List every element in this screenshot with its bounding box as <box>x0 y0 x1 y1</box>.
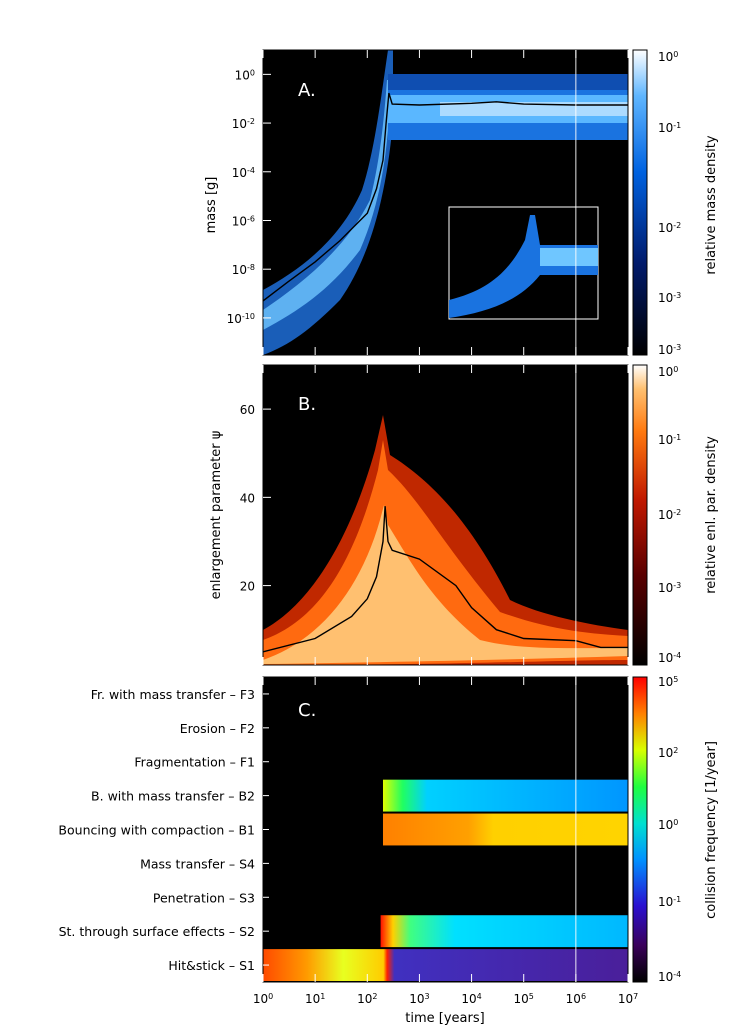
panel-a-density-upper <box>388 74 628 90</box>
colorbar-c <box>632 676 648 983</box>
colorbar-a-ticks: 100 10-1 10-2 10-3 10-3 <box>658 50 681 358</box>
panel-a-density-rising <box>263 50 393 355</box>
panel-b-y-ticks: 60 40 20 <box>240 403 271 594</box>
panel-a-inset: time [years] mass [g] 100 150 200 250 300 350… <box>410 206 599 351</box>
cb-b-tick-label: 10-3 <box>658 581 681 596</box>
cb-b-tick-label: 100 <box>658 365 678 380</box>
inset-x-tick-label: 150 <box>465 326 484 337</box>
panel-b-density-core <box>263 505 628 664</box>
panel-c-category-labels: Fr. with mass transfer – F3 Erosion – F2 F… <box>58 687 269 973</box>
panel-a-y-ticks: 100 10-2 10-4 10-6 10-8 10-10 <box>227 68 271 326</box>
c-category-label: Mass transfer – S4 <box>140 856 255 871</box>
cb-a-tick-label: 10-3 <box>658 343 681 358</box>
panel-a-label: A. <box>298 80 316 101</box>
c-band <box>380 915 628 948</box>
colorbar-a <box>632 49 648 356</box>
colorbar-c-ticks: 105 102 100 10-1 10-4 <box>658 675 681 985</box>
x-tick-label: 105 <box>514 992 534 1007</box>
panel-c: C. Fr. with mass transfer – F3 Erosion – … <box>58 675 719 985</box>
panel-a-density-rising-core <box>263 80 390 330</box>
panel-c-bands <box>263 779 628 981</box>
a-y-tick-label: 10-6 <box>232 214 255 229</box>
b-y-tick-label: 60 <box>240 403 255 417</box>
cb-b-tick-label: 10-4 <box>658 651 681 666</box>
inset-x-tick-label: 300 <box>540 326 559 337</box>
inset-xlabel: time [years] <box>492 340 553 351</box>
c-category-label: Erosion – F2 <box>180 721 255 736</box>
inset-y-tick-label: 10-1 <box>428 243 446 255</box>
x-tick-label: 103 <box>409 992 429 1007</box>
inset-y-tick-label: 101 <box>430 207 445 219</box>
a-y-tick-label: 100 <box>235 68 255 83</box>
c-category-label: Penetration – S3 <box>153 890 255 905</box>
cb-c-tick-label: 10-1 <box>658 895 681 910</box>
inset-y-tick-label: 10-4 <box>428 297 446 309</box>
cb-c-tick-label: 102 <box>658 746 678 761</box>
inset-density <box>449 215 598 318</box>
x-axis-label: time [years] <box>405 1011 484 1026</box>
panel-c-label: C. <box>298 700 316 721</box>
c-category-label: B. with mass transfer – B2 <box>91 789 255 804</box>
c-category-label: Bouncing with compaction – B1 <box>58 823 255 838</box>
b-y-tick-label: 20 <box>240 580 255 594</box>
colorbar-b-ticks: 100 10-1 10-2 10-3 10-4 <box>658 365 681 666</box>
inset-x-tick-label: 200 <box>490 326 509 337</box>
inset-x-tick-label: 100 <box>439 326 458 337</box>
panel-b-mean-curve <box>263 506 628 653</box>
b-y-tick-label: 40 <box>240 491 255 505</box>
panel-b-label: B. <box>298 394 316 415</box>
a-y-tick-label: 10-4 <box>232 165 255 180</box>
x-tick-label: 100 <box>253 992 273 1007</box>
panel-a-mean-curve <box>263 92 628 302</box>
a-y-tick-label: 10-8 <box>232 263 255 278</box>
panel-b-ylabel: enlargement parameter ψ <box>209 431 224 600</box>
inset-y-tick-label: 10-3 <box>428 279 446 291</box>
a-y-tick-label: 10-2 <box>232 117 255 132</box>
c-category-label: Fragmentation – F1 <box>134 755 255 770</box>
x-tick-label: 104 <box>461 992 481 1007</box>
panel-a-density <box>263 50 628 355</box>
cb-a-tick-label: 100 <box>658 50 678 65</box>
inset-y-tick-label: 10-5 <box>428 315 446 327</box>
a-y-tick-label: 10-10 <box>227 311 255 326</box>
colorbar-a-label: relative mass density <box>704 135 719 274</box>
colorbar-c-label: collision frequency [1/year] <box>704 741 719 919</box>
x-tick-label: 106 <box>566 992 586 1007</box>
c-band <box>382 813 628 846</box>
c-band <box>263 949 628 981</box>
cb-c-tick-label: 10-4 <box>658 970 681 985</box>
x-tick-label: 101 <box>305 992 325 1007</box>
colorbar-b-label: relative enl. par. density <box>704 436 719 594</box>
inset-y-ticks: 101 100 10-1 10-2 10-3 10-4 10-5 <box>428 207 446 327</box>
cb-a-tick-label: 10-1 <box>658 121 681 136</box>
inset-x-ticks: 100 150 200 250 300 350 <box>439 326 584 337</box>
c-category-label: Hit&stick – S1 <box>168 958 255 973</box>
panel-a-ylabel: mass [g] <box>204 177 219 234</box>
cb-a-tick-label: 10-2 <box>658 221 681 236</box>
inset-x-tick-label: 250 <box>515 326 534 337</box>
cb-b-tick-label: 10-2 <box>658 508 681 523</box>
inset-x-tick-label: 350 <box>566 326 585 337</box>
inset-y-tick-label: 10-2 <box>428 261 446 273</box>
x-axis-ticks: 100 101 102 103 104 105 106 107 <box>253 50 638 1006</box>
panel-b: B. enlargement parameter ψ 60 40 20 100 10-… <box>209 364 719 666</box>
cb-a-tick-label: 10-3 <box>658 291 681 306</box>
c-band <box>382 779 628 812</box>
x-tick-label: 107 <box>618 992 638 1007</box>
x-tick-label: 102 <box>357 992 377 1007</box>
c-category-label: St. through surface effects – S2 <box>59 924 255 939</box>
colorbar-b <box>632 364 648 666</box>
inset-y-tick-label: 100 <box>430 225 445 237</box>
inset-ylabel: mass [g] <box>410 243 420 282</box>
panel-b-density <box>263 415 628 665</box>
c-category-label: Fr. with mass transfer – F3 <box>91 687 255 702</box>
cb-b-tick-label: 10-1 <box>658 433 681 448</box>
panel-a: A. mass [g] 100 10-2 10-4 10-6 10-8 10-10 tim… <box>204 49 719 358</box>
cb-c-tick-label: 105 <box>658 675 678 690</box>
cb-c-tick-label: 100 <box>658 818 678 833</box>
